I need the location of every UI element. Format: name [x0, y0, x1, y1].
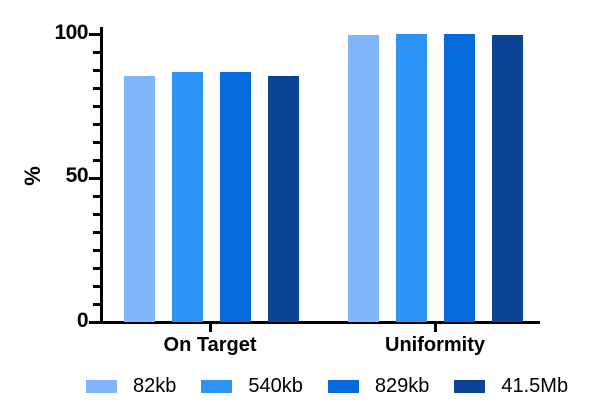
x-tick-uniformity	[434, 324, 437, 332]
y-minor-tick-62.5	[93, 140, 100, 144]
y-minor-tick-6.25	[93, 302, 100, 306]
legend-swatch-41-5Mb	[454, 380, 486, 393]
y-tick-label-100: 100	[54, 21, 88, 44]
bar-41.5Mb-on-target	[268, 75, 299, 322]
y-minor-tick-12.5	[93, 284, 100, 288]
bar-82kb-uniformity	[348, 35, 379, 322]
bar-540kb-uniformity	[396, 33, 427, 322]
legend-swatch-540kb	[201, 380, 233, 393]
legend-swatch-82kb	[86, 380, 117, 393]
y-minor-tick-43.75	[93, 194, 100, 198]
y-minor-tick-93.75	[93, 50, 100, 54]
legend-item-41-5Mb: 41.5Mb	[454, 375, 568, 398]
category-label-uniformity: Uniformity	[385, 334, 485, 356]
legend-label-829kb: 829kb	[374, 375, 430, 397]
legend-swatch-829kb	[327, 380, 359, 393]
legend-item-82kb: 82kb	[86, 375, 176, 398]
bar-829kb-on-target	[220, 71, 251, 322]
bar-82kb-on-target	[124, 75, 155, 322]
legend-label-82kb: 82kb	[133, 375, 177, 397]
y-tick-label-50: 50	[65, 164, 89, 187]
y-minor-tick-31.25	[93, 230, 100, 234]
y-major-tick-0	[89, 321, 100, 324]
y-axis-line	[100, 27, 103, 324]
y-minor-tick-75	[93, 104, 100, 108]
y-tick-label-0: 0	[76, 309, 89, 332]
y-major-tick-50	[89, 176, 100, 180]
bar-41.5Mb-uniformity	[492, 34, 523, 322]
x-tick-on-target	[209, 324, 212, 332]
bar-829kb-uniformity	[444, 33, 475, 322]
x-axis-line	[100, 321, 540, 324]
legend-item-829kb: 829kb	[327, 375, 430, 398]
y-minor-tick-18.75	[93, 266, 100, 270]
legend-item-540kb: 540kb	[201, 375, 303, 398]
category-label-on-target: On Target	[163, 334, 257, 356]
legend: 82kb 540kb 829kb 41.5Mb	[86, 375, 568, 398]
y-minor-tick-56.25	[93, 158, 100, 162]
legend-label-41-5Mb: 41.5Mb	[501, 375, 569, 397]
y-minor-tick-25	[93, 248, 100, 252]
y-minor-tick-81.25	[93, 86, 100, 90]
y-minor-tick-68.75	[93, 122, 100, 126]
bar-540kb-on-target	[172, 72, 203, 322]
y-major-tick-100	[89, 32, 100, 36]
y-minor-tick-87.5	[93, 68, 100, 72]
y-minor-tick-37.5	[93, 212, 100, 216]
legend-label-540kb: 540kb	[248, 375, 303, 397]
